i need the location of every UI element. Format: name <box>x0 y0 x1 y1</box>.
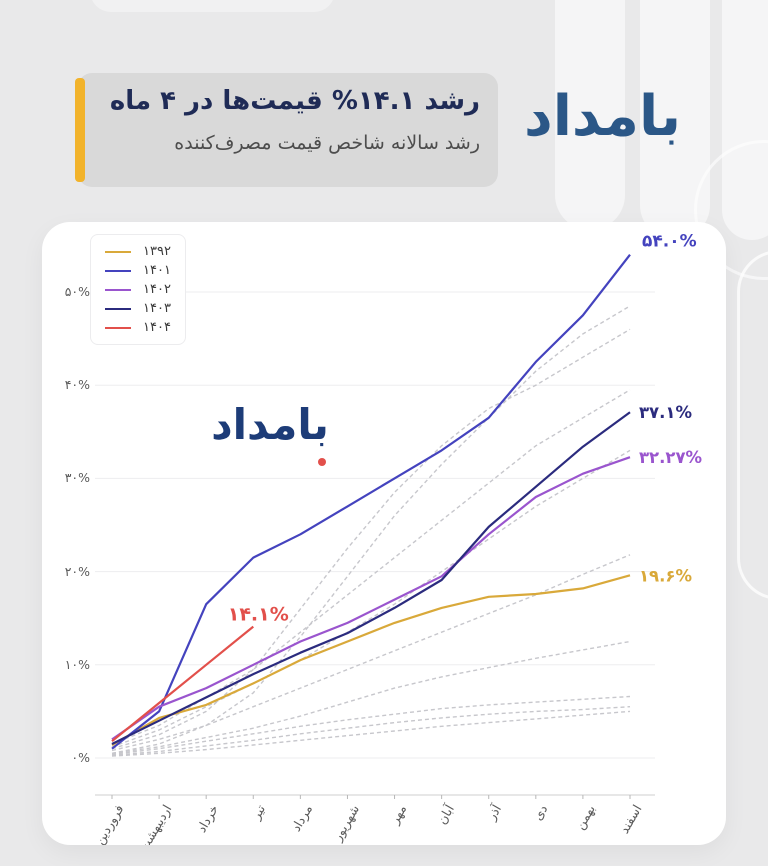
context-series-line <box>111 695 631 755</box>
series-end-label: ۳۲.۲۷% <box>639 448 703 467</box>
header-card: رشد ۱۴.۱% قیمت‌ها در ۴ ماه رشد سالانه شا… <box>75 73 498 187</box>
series-end-label: ۱۴.۱% <box>228 604 289 626</box>
series-line <box>111 411 631 745</box>
background-decoration <box>737 250 768 600</box>
legend-item: ۱۴۰۴ <box>105 320 171 335</box>
chart-watermark-logo: بامداد <box>180 398 360 466</box>
y-axis-label: ۴۰% <box>64 377 90 393</box>
series-end-label: ۱۹.۶% <box>639 566 692 585</box>
legend-label: ۱۳۹۲ <box>143 244 171 259</box>
brand-logo: بامداد <box>524 84 682 149</box>
legend-swatch <box>105 269 131 272</box>
page-subtitle: رشد سالانه شاخص قیمت مصرف‌کننده <box>174 132 480 154</box>
series-line <box>111 456 631 741</box>
y-axis-label: ۱۰% <box>64 656 90 672</box>
series-line <box>111 625 254 743</box>
legend-label: ۱۴۰۴ <box>143 320 171 335</box>
context-series-line <box>111 706 631 756</box>
series-line <box>111 254 631 750</box>
line-chart: ۱۹.۶% ۵۴.۰% ۳۲.۲۷% ۳۷.۱% ۱۴.۱% <box>95 232 703 799</box>
series-line <box>111 574 631 746</box>
y-axis-label: ۳۰% <box>64 470 90 486</box>
watermark-red-dot <box>318 458 326 466</box>
y-axis-label: ۰% <box>71 750 90 765</box>
series-end-label: ۵۴.۰% <box>642 232 697 252</box>
series-end-label: ۳۷.۱% <box>639 403 692 422</box>
y-axis-label: ۵۰% <box>64 284 90 299</box>
legend-item: ۱۴۰۳ <box>105 301 171 316</box>
legend-item: ۱۴۰۲ <box>105 282 171 297</box>
context-series-line <box>111 305 631 754</box>
chart-legend: ۱۳۹۲ ۱۴۰۱ ۱۴۰۲ ۱۴۰۳ ۱۴۰۴ <box>90 234 186 345</box>
context-series-line <box>111 328 631 750</box>
context-series-line <box>111 389 631 745</box>
legend-label: ۱۴۰۳ <box>143 301 171 316</box>
legend-item: ۱۴۰۱ <box>105 263 171 278</box>
background-decoration <box>90 0 335 12</box>
page-title: رشد ۱۴.۱% قیمت‌ها در ۴ ماه <box>109 86 480 116</box>
context-series-line <box>111 640 631 754</box>
header-accent-bar <box>75 78 85 182</box>
chart-card: ۱۹.۶% ۵۴.۰% ۳۲.۲۷% ۳۷.۱% ۱۴.۱% ۱۳۹۲ ۱۴۰۱ ۱۴۰۲ ۱… <box>42 222 726 845</box>
context-series-line <box>111 449 631 748</box>
context-series-line <box>111 554 631 752</box>
legend-label: ۱۴۰۲ <box>143 282 171 297</box>
legend-label: ۱۴۰۱ <box>143 263 171 278</box>
legend-item: ۱۳۹۲ <box>105 244 171 259</box>
watermark-text: بامداد <box>211 400 329 449</box>
y-axis-label: ۲۰% <box>64 563 90 579</box>
legend-swatch <box>105 288 131 291</box>
legend-swatch <box>105 307 131 310</box>
legend-swatch <box>105 250 131 253</box>
context-series-line <box>111 710 631 757</box>
legend-swatch <box>105 326 131 329</box>
